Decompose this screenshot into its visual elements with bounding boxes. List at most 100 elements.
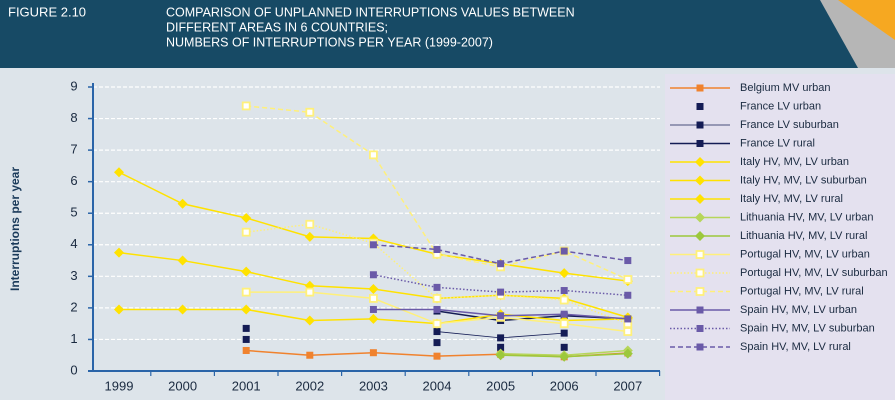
data-point [369, 271, 377, 279]
data-point [560, 310, 568, 318]
legend-label: France LV suburban [740, 119, 839, 131]
x-tick-label: 2000 [168, 378, 197, 393]
data-point [433, 305, 441, 313]
chart-title-line: COMPARISON OF UNPLANNED INTERRUPTIONS VA… [166, 5, 575, 19]
data-point [241, 304, 252, 315]
legend-label: Italy HV, MV, LV suburban [740, 174, 867, 186]
legend-label: Lithuania HV, MV, LV rural [740, 230, 867, 242]
y-tick-label: 1 [70, 331, 77, 346]
legend-marker [695, 194, 705, 204]
x-tick-label: 2004 [423, 378, 452, 393]
x-tick-label: 2005 [486, 378, 515, 393]
data-point [497, 334, 505, 342]
figure-label: FIGURE 2.10 [8, 4, 86, 19]
y-tick-label: 0 [70, 362, 77, 377]
legend-marker [696, 84, 704, 92]
x-tick-label: 2006 [550, 378, 579, 393]
x-tick-label: 2002 [295, 378, 324, 393]
data-point [559, 319, 569, 329]
data-point [433, 246, 441, 254]
data-point [559, 295, 569, 305]
legend-label: Lithuania HV, MV, LV urban [740, 211, 874, 223]
legend-marker [695, 250, 705, 259]
data-point [560, 247, 568, 255]
y-axis-label: Interruptions per year [8, 167, 22, 291]
y-tick-label: 7 [70, 142, 77, 157]
data-point [304, 231, 315, 242]
legend-marker [695, 212, 705, 223]
data-point [368, 150, 378, 160]
legend-marker [696, 325, 704, 332]
chart-title-line: NUMBERS OF INTERRUPTIONS PER YEAR (1999-… [166, 35, 493, 49]
data-point [622, 348, 633, 359]
data-point [497, 343, 505, 351]
legend-label: Spain HV, MV, LV rural [740, 341, 851, 353]
data-point [241, 212, 252, 223]
data-point [177, 304, 188, 315]
data-point [242, 324, 250, 332]
data-point [241, 101, 251, 111]
data-point [368, 313, 379, 324]
legend-marker [696, 140, 704, 147]
series-line [373, 274, 628, 297]
series-line [436, 310, 628, 322]
legend-label: France LV rural [740, 137, 815, 149]
data-point [624, 315, 632, 323]
data-point [306, 351, 314, 359]
data-point [114, 247, 124, 258]
legend-marker [696, 103, 704, 110]
data-point [559, 351, 570, 362]
data-point [433, 283, 441, 291]
data-point [305, 287, 315, 297]
header-bar [0, 0, 895, 68]
data-point [433, 328, 441, 336]
legend-marker [696, 306, 704, 314]
legend-marker [695, 287, 705, 296]
data-point [497, 312, 505, 320]
y-tick-label: 4 [70, 236, 77, 251]
data-point [241, 266, 252, 277]
x-tick-label: 2007 [613, 378, 642, 393]
data-point [497, 260, 505, 268]
legend-marker [696, 343, 704, 351]
data-point [305, 107, 315, 117]
legend-label: France LV urban [740, 100, 821, 112]
legend-marker [695, 268, 705, 278]
data-point [623, 275, 633, 284]
data-point [177, 198, 188, 209]
data-point [433, 339, 441, 347]
x-tick-label: 2001 [232, 378, 261, 393]
data-point [369, 241, 377, 249]
data-point [624, 257, 632, 265]
data-point [242, 335, 250, 343]
legend-label: Spain HV, MV, LV suburban [740, 322, 875, 334]
data-point [495, 350, 506, 361]
y-tick-label: 5 [70, 205, 77, 220]
legend-marker [695, 231, 705, 241]
data-point [114, 304, 124, 315]
x-tick-label: 1999 [105, 378, 134, 393]
y-tick-label: 9 [70, 78, 77, 93]
legend-label: Italy HV, MV, LV urban [740, 156, 849, 168]
data-point [304, 315, 315, 326]
data-point [623, 327, 633, 336]
legend-label: Portugal HV, MV, LV rural [740, 285, 864, 297]
y-tick-label: 2 [70, 299, 77, 314]
data-point [624, 291, 632, 299]
data-point [114, 167, 124, 178]
legend-marker [696, 121, 704, 129]
data-point [559, 268, 570, 279]
data-point [560, 343, 568, 351]
legend-label: Portugal HV, MV, LV suburban [740, 267, 888, 279]
y-tick-label: 6 [70, 173, 77, 188]
data-point [432, 319, 442, 329]
legend-label: Italy HV, MV, LV rural [740, 193, 843, 205]
y-tick-label: 3 [70, 268, 77, 283]
data-point [369, 349, 377, 357]
legend-label: Belgium MV urban [740, 82, 831, 94]
data-point [177, 255, 188, 266]
x-tick-label: 2003 [359, 378, 388, 393]
data-point [497, 288, 505, 296]
data-point [560, 287, 568, 295]
